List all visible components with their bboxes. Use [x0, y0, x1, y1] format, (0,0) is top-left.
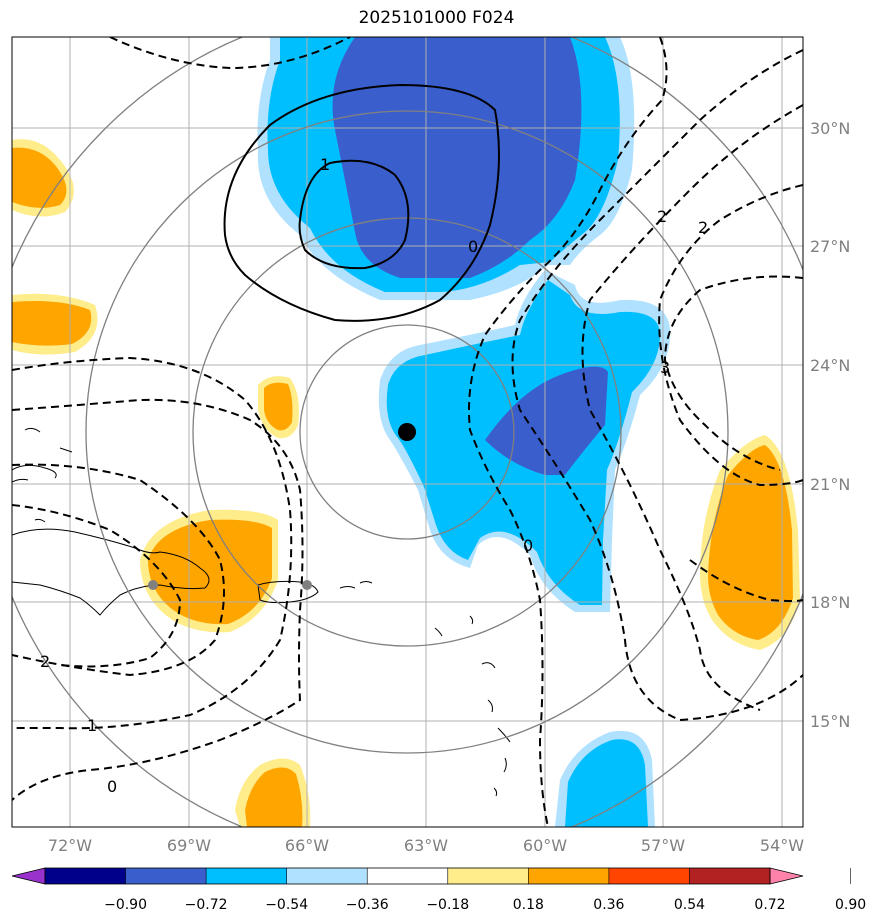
- contour-label-c1-top: 1: [320, 155, 330, 174]
- contour-label-c3-e: 3: [660, 358, 670, 377]
- contour-label-c2-ne-a: 2: [657, 207, 667, 226]
- lon-label: 60°W: [523, 836, 567, 855]
- lat-label: 30°N: [810, 119, 850, 138]
- colorbar-tick-label: −0.54: [265, 897, 308, 913]
- coast-puerto-rico: [257, 580, 319, 604]
- colorbar-extend-high: [769, 867, 804, 885]
- contour-label-c2-w: 2: [40, 652, 50, 671]
- colorbar-segment: [125, 868, 207, 884]
- contour-dashed-east-4: [658, 184, 803, 487]
- lat-label: 15°N: [810, 712, 850, 731]
- orange-region-bottom-core: [245, 767, 303, 827]
- map-title: 2025101000 F024: [358, 8, 515, 28]
- lat-label: 21°N: [810, 475, 850, 494]
- range-ring-3: [85, 110, 729, 754]
- lat-label: 24°N: [810, 356, 850, 375]
- colorbar-segment: [206, 868, 288, 884]
- coast-vi: [339, 581, 373, 589]
- colorbar-segment: [689, 868, 771, 884]
- orange-region-west-core: [12, 301, 92, 346]
- colorbar-segment: [608, 868, 690, 884]
- range-rings: [12, 37, 803, 827]
- gridlines: [12, 37, 803, 827]
- contour-solid-outer: [223, 83, 500, 322]
- lon-label: 57°W: [641, 836, 685, 855]
- contour-label-c0-mid: 0: [468, 237, 478, 256]
- colorbar-tick-label: −0.18: [426, 897, 469, 913]
- coast-cuba-east: [12, 464, 57, 483]
- contour-label-c1-w: 1: [87, 716, 97, 735]
- dashed-contours: [12, 37, 803, 827]
- coast-lesser-antilles-2: [469, 615, 474, 625]
- solid-contours: [223, 83, 500, 322]
- colorbar-tick-label: −0.72: [185, 897, 228, 913]
- coast-lesser-antilles-5: [497, 727, 511, 743]
- coast-lesser-antilles-1: [434, 627, 443, 637]
- storm-center-dot: [398, 423, 416, 441]
- contour-label-c0-se: 0: [523, 536, 533, 555]
- contour-solid-inner: [298, 159, 410, 270]
- colorbar: −0.90 −0.72 −0.54 −0.36 −0.18 0.18 0.36 0.54 0.7…: [11, 867, 866, 913]
- colorbar-tick-label: −0.90: [104, 897, 147, 913]
- colorbar-tick-label: 0.18: [513, 897, 544, 913]
- station-marker-east: [302, 580, 312, 590]
- range-ring-1: [299, 324, 515, 540]
- lon-label: 63°W: [404, 836, 448, 855]
- lat-tick-labels: 30°N 27°N 24°N 21°N 18°N 15°N: [810, 119, 850, 731]
- contour-label-c2-ne-b: 2: [698, 218, 708, 237]
- contour-dashed-east-1: [468, 37, 668, 827]
- station-markers: [148, 580, 312, 590]
- coastlines: [12, 427, 511, 797]
- lon-label: 66°W: [285, 836, 329, 855]
- shaded-field: [12, 37, 800, 827]
- lon-label: 72°W: [48, 836, 92, 855]
- deep-blue-region-central: [485, 366, 608, 475]
- orange-region-east-core: [708, 445, 793, 640]
- contour-dashed-east-5: [663, 275, 803, 471]
- coast-lesser-antilles-7: [493, 787, 498, 797]
- lon-label: 54°W: [760, 836, 804, 855]
- contour-dashed-west-2: [12, 356, 293, 730]
- contour-dashed-west-1: [12, 398, 304, 801]
- lat-label: 27°N: [810, 237, 850, 256]
- contour-label-c0-sw: 0: [107, 777, 117, 796]
- coast-small-island-1: [24, 427, 41, 433]
- map-frame: [11, 36, 804, 828]
- contour-labels: 1 0 2 2 3 0 2 1 0: [40, 155, 708, 796]
- lat-label: 18°N: [810, 593, 850, 612]
- blue-region-south-core: [565, 739, 648, 827]
- coast-small-island-3: [34, 518, 46, 523]
- colorbar-segment: [45, 868, 127, 884]
- colorbar-extend-low: [11, 867, 46, 885]
- colorbar-ticks: −0.90 −0.72 −0.54 −0.36 −0.18 0.18 0.36 0.54 0.7…: [104, 868, 866, 913]
- colorbar-tick-label: 0.72: [754, 897, 785, 913]
- lon-label: 69°W: [167, 836, 211, 855]
- map-plot-area: 1 0 2 2 3 0 2 1 0: [12, 37, 803, 827]
- lon-tick-labels: 72°W 69°W 66°W 63°W 60°W 57°W 54°W: [48, 836, 804, 855]
- colorbar-tick-label: −0.36: [346, 897, 389, 913]
- colorbar-segment: [286, 868, 368, 884]
- coast-small-island-2: [59, 447, 73, 453]
- coast-lesser-antilles-4: [487, 699, 493, 713]
- range-ring-2: [192, 217, 622, 647]
- orange-region-small-core: [264, 382, 293, 431]
- station-marker-west: [148, 580, 158, 590]
- coast-hispaniola: [12, 528, 210, 616]
- contour-dashed-east-2: [511, 49, 803, 722]
- contour-dashed-west-3: [12, 463, 225, 677]
- colorbar-tick-label: 0.90: [835, 897, 866, 913]
- coast-lesser-antilles-3: [481, 662, 496, 669]
- colorbar-segment: [528, 868, 610, 884]
- colorbar-tick-label: 0.36: [593, 897, 624, 913]
- colorbar-segments: [45, 868, 771, 884]
- orange-region-northwest-core: [12, 147, 67, 208]
- contour-dashed-west-4: [12, 504, 182, 668]
- contour-dashed-top: [109, 37, 351, 70]
- coast-lesser-antilles-6: [503, 757, 507, 773]
- colorbar-tick-label: 0.54: [674, 897, 705, 913]
- colorbar-segment: [447, 868, 529, 884]
- colorbar-segment: [367, 868, 449, 884]
